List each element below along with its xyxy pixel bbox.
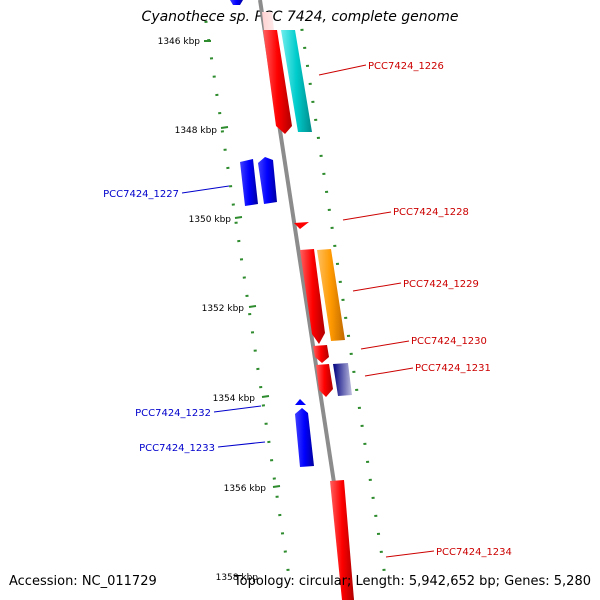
rna-feature-pcc7424-1226[interactable] — [281, 30, 312, 132]
tick-marks-inner — [204, 20, 290, 571]
kbp-tick-label: 1350 kbp — [189, 215, 232, 225]
gene-label-pcc7424-1234[interactable]: PCC7424_1234 — [436, 547, 512, 558]
kbp-tick-mark — [234, 216, 243, 219]
label-connectors — [181, 64, 435, 558]
gene-feature-pcc7424-1231[interactable] — [316, 364, 333, 397]
accession-label: Accession: NC_011729 — [9, 574, 157, 589]
connector-1231 — [364, 367, 414, 377]
kbp-tick-label: 1346 kbp — [158, 37, 201, 47]
kbp-tick-label: 1356 kbp — [224, 484, 267, 494]
connector-1226 — [318, 64, 367, 76]
gene-feature-pcc7424-1232[interactable] — [295, 399, 306, 405]
connector-1229 — [352, 282, 402, 292]
kbp-tick-mark — [261, 395, 270, 398]
gene-label-pcc7424-1233[interactable]: PCC7424_1233 — [139, 443, 215, 454]
rna-feature-pcc7424-1229[interactable] — [317, 249, 345, 341]
kbp-tick-mark — [220, 126, 229, 129]
gene-feature-pcc7424-1233[interactable] — [295, 408, 314, 467]
genome-title: Cyanothece sp. PCC 7424, complete genome — [141, 9, 459, 25]
gene-feature-pcc7424-1227[interactable] — [240, 159, 258, 206]
topology-label: Topology: circular; Length: 5,942,652 bp… — [233, 574, 591, 589]
kbp-tick-label: 1352 kbp — [202, 304, 245, 314]
gene-feature-partial[interactable] — [262, 12, 274, 30]
connector-1233 — [217, 441, 266, 448]
gene-label-pcc7424-1226[interactable]: PCC7424_1226 — [368, 61, 444, 72]
gene-feature-pcc7424-1228[interactable] — [294, 222, 309, 229]
gene-label-pcc7424-1228[interactable]: PCC7424_1228 — [393, 207, 469, 218]
kbp-scale: 1346 kbp 1348 kbp 1350 kbp 1352 kbp 1354… — [158, 37, 281, 583]
gene-label-pcc7424-1229[interactable]: PCC7424_1229 — [403, 279, 479, 290]
gene-label-pcc7424-1227[interactable]: PCC7424_1227 — [103, 189, 179, 200]
connector-1228 — [342, 211, 392, 221]
connector-1227 — [181, 185, 230, 194]
gene-label-pcc7424-1230[interactable]: PCC7424_1230 — [411, 336, 487, 347]
kbp-tick-mark — [248, 305, 257, 308]
tick-marks-outer — [300, 28, 386, 571]
kbp-tick-label: 1358 kbp — [216, 573, 259, 583]
kbp-tick-mark — [272, 485, 281, 488]
kbp-tick-label: 1354 kbp — [213, 394, 256, 404]
gene-feature-pcc7424-1234[interactable] — [330, 480, 354, 600]
gene-feature-pcc7424-1226[interactable] — [263, 30, 292, 134]
gene-feature-partial[interactable] — [230, 0, 243, 5]
gene-label-pcc7424-1232[interactable]: PCC7424_1232 — [135, 408, 211, 419]
connector-1232 — [213, 405, 262, 413]
gene-label-pcc7424-1231[interactable]: PCC7424_1231 — [415, 363, 491, 374]
gene-labels: PCC7424_1226 PCC7424_1227 PCC7424_1228 P… — [103, 61, 512, 558]
gene-feature-pcc7424-1227b[interactable] — [258, 157, 277, 204]
connector-1230 — [360, 340, 410, 350]
rna-feature-pcc7424-1231[interactable] — [333, 363, 352, 396]
gene-feature-pcc7424-1230[interactable] — [313, 345, 329, 363]
connector-1234 — [385, 550, 435, 558]
kbp-tick-label: 1348 kbp — [175, 126, 218, 136]
gene-features — [230, 0, 354, 600]
gene-feature-pcc7424-1229[interactable] — [300, 249, 325, 344]
